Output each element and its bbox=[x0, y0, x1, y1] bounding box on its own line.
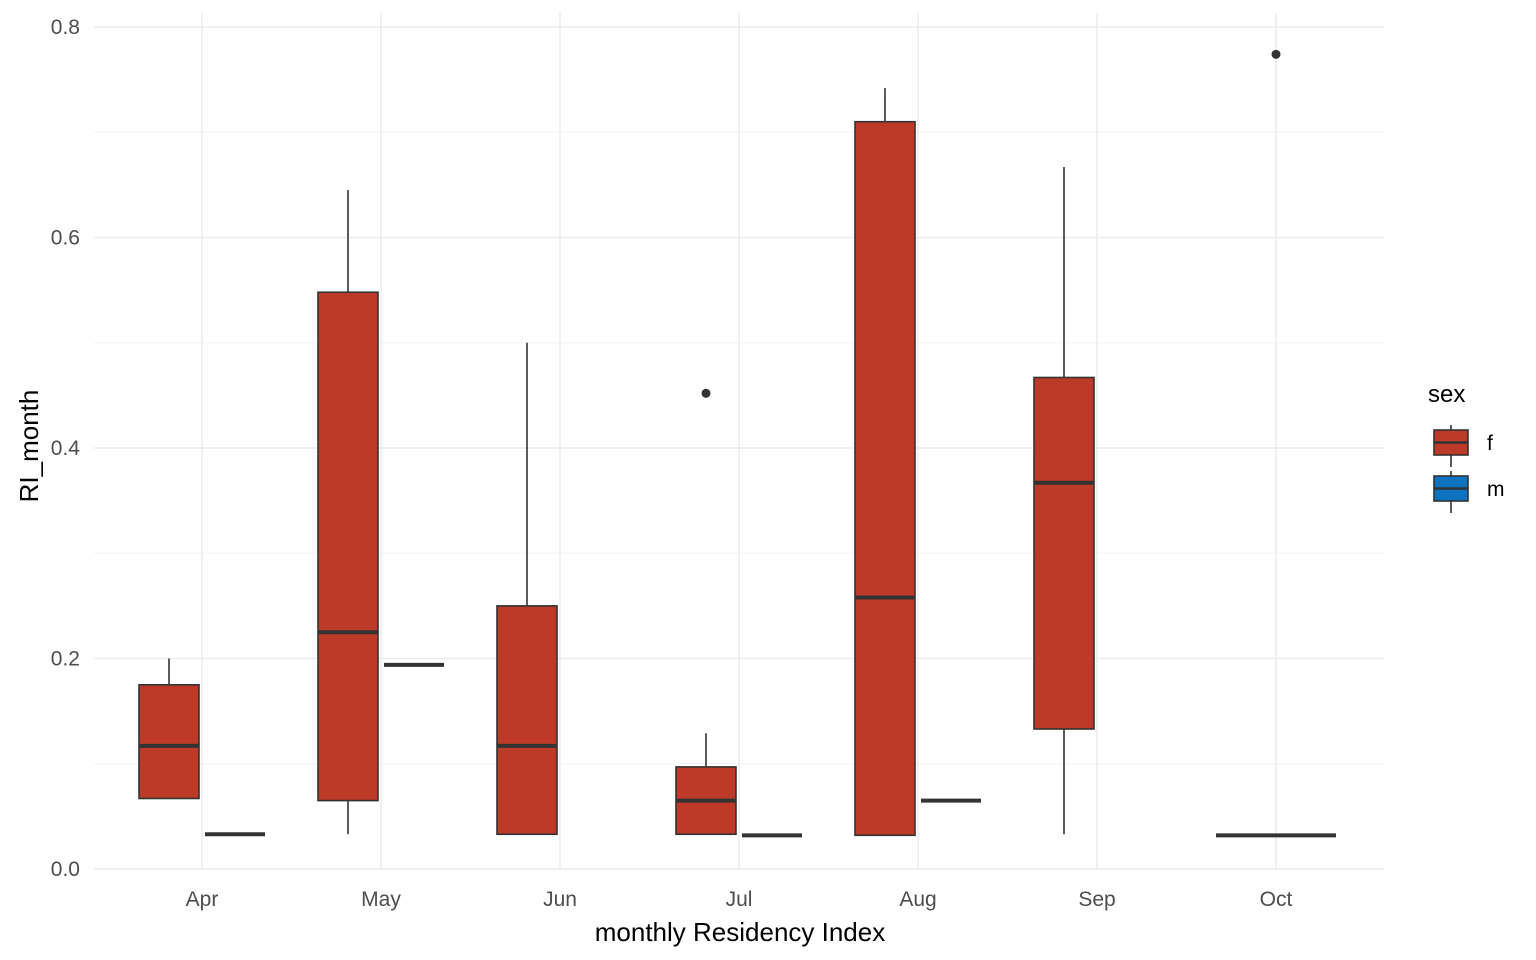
legend-item-f: f bbox=[1433, 425, 1493, 467]
box-f-Jul bbox=[675, 388, 737, 836]
box-iqr bbox=[496, 605, 558, 836]
box-f-May bbox=[317, 190, 379, 835]
box-iqr bbox=[1033, 376, 1095, 730]
box-f-Aug bbox=[854, 88, 916, 837]
x-tick-label: Apr bbox=[186, 888, 219, 911]
box-layer bbox=[138, 49, 1336, 838]
x-tick-label: Oct bbox=[1260, 888, 1293, 911]
y-axis-title: RI_month bbox=[14, 390, 44, 503]
legend-item-m: m bbox=[1433, 471, 1505, 513]
y-axis-ticks: 0.0 0.2 0.4 0.6 0.8 bbox=[51, 16, 81, 881]
legend: sex fm bbox=[1428, 381, 1505, 513]
box-iqr bbox=[854, 120, 916, 837]
x-tick-label: Sep bbox=[1078, 888, 1115, 911]
y-tick-label: 0.8 bbox=[51, 16, 80, 39]
legend-label: f bbox=[1487, 432, 1493, 455]
grid-lines bbox=[94, 13, 1384, 870]
box-f-Jun bbox=[496, 342, 558, 836]
x-axis-ticks: Apr May Jun Jul Aug Sep Oct bbox=[186, 888, 1293, 911]
y-tick-label: 0.0 bbox=[51, 858, 80, 881]
legend-label: m bbox=[1487, 478, 1505, 501]
legend-title: sex bbox=[1428, 381, 1465, 408]
box-iqr bbox=[317, 291, 379, 802]
box-f-Oct bbox=[1271, 49, 1281, 59]
legend-items: fm bbox=[1433, 425, 1505, 513]
y-tick-label: 0.4 bbox=[51, 437, 81, 460]
box-f-Sep bbox=[1033, 166, 1095, 835]
x-tick-label: May bbox=[361, 888, 401, 911]
box-iqr bbox=[138, 684, 200, 800]
x-tick-label: Jul bbox=[726, 888, 753, 911]
outlier-point bbox=[701, 388, 711, 398]
y-tick-label: 0.6 bbox=[51, 227, 80, 250]
x-tick-label: Aug bbox=[899, 888, 936, 911]
x-tick-label: Jun bbox=[543, 888, 577, 911]
box-f-Apr bbox=[138, 658, 200, 800]
outlier-point bbox=[1271, 49, 1281, 59]
y-tick-label: 0.2 bbox=[51, 648, 80, 671]
x-axis-title: monthly Residency Index bbox=[595, 917, 885, 947]
